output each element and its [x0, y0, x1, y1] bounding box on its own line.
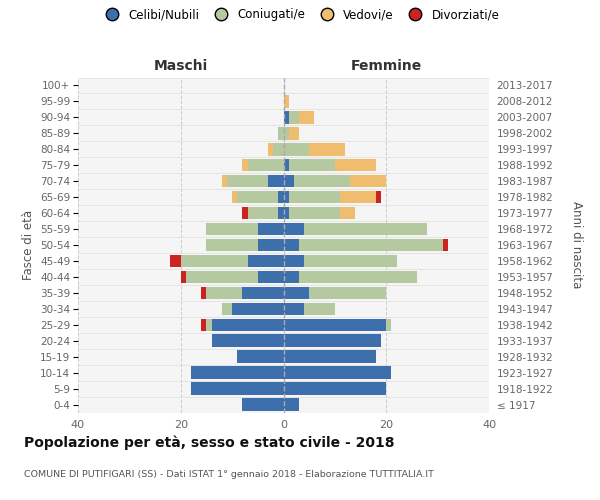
Bar: [191, 366, 284, 379]
Bar: [304, 223, 427, 235]
Bar: [237, 191, 278, 203]
Bar: [248, 207, 278, 220]
Bar: [284, 318, 386, 331]
Bar: [335, 159, 376, 172]
Bar: [284, 334, 381, 347]
Bar: [340, 207, 355, 220]
Bar: [248, 254, 284, 267]
Bar: [258, 239, 284, 251]
Bar: [294, 175, 350, 188]
Bar: [258, 270, 284, 283]
Bar: [242, 286, 284, 299]
Bar: [376, 191, 381, 203]
Bar: [181, 270, 186, 283]
Bar: [284, 127, 289, 140]
Bar: [206, 239, 258, 251]
Bar: [289, 127, 299, 140]
Bar: [284, 223, 304, 235]
Bar: [268, 143, 273, 156]
Bar: [304, 254, 397, 267]
Bar: [284, 207, 289, 220]
Bar: [284, 95, 289, 108]
Bar: [289, 207, 340, 220]
Legend: Celibi/Nubili, Coniugati/e, Vedovi/e, Divorziati/e: Celibi/Nubili, Coniugati/e, Vedovi/e, Di…: [96, 4, 504, 26]
Text: Popolazione per età, sesso e stato civile - 2018: Popolazione per età, sesso e stato civil…: [24, 435, 395, 450]
Bar: [278, 191, 284, 203]
Bar: [350, 175, 386, 188]
Bar: [191, 382, 284, 395]
Bar: [284, 302, 304, 315]
Bar: [284, 191, 289, 203]
Bar: [284, 270, 299, 283]
Bar: [248, 159, 284, 172]
Bar: [232, 302, 284, 315]
Bar: [186, 270, 258, 283]
Bar: [278, 127, 284, 140]
Bar: [273, 143, 284, 156]
Bar: [299, 270, 417, 283]
Bar: [304, 302, 335, 315]
Bar: [284, 350, 376, 363]
Bar: [309, 143, 345, 156]
Bar: [284, 111, 289, 124]
Bar: [443, 239, 448, 251]
Y-axis label: Anni di nascita: Anni di nascita: [570, 202, 583, 288]
Bar: [284, 175, 294, 188]
Y-axis label: Fasce di età: Fasce di età: [22, 210, 35, 280]
Bar: [242, 207, 248, 220]
Bar: [206, 318, 212, 331]
Text: COMUNE DI PUTIFIGARI (SS) - Dati ISTAT 1° gennaio 2018 - Elaborazione TUTTITALIA: COMUNE DI PUTIFIGARI (SS) - Dati ISTAT 1…: [24, 470, 434, 479]
Bar: [299, 111, 314, 124]
Bar: [227, 175, 268, 188]
Bar: [284, 366, 391, 379]
Bar: [202, 318, 206, 331]
Bar: [284, 143, 309, 156]
Bar: [222, 175, 227, 188]
Bar: [340, 191, 376, 203]
Bar: [202, 286, 206, 299]
Bar: [242, 398, 284, 410]
Bar: [278, 207, 284, 220]
Text: Maschi: Maschi: [154, 58, 208, 72]
Bar: [181, 254, 248, 267]
Bar: [170, 254, 181, 267]
Bar: [268, 175, 284, 188]
Bar: [206, 223, 258, 235]
Bar: [284, 382, 386, 395]
Bar: [289, 111, 299, 124]
Bar: [299, 239, 443, 251]
Bar: [289, 191, 340, 203]
Bar: [386, 318, 391, 331]
Text: Femmine: Femmine: [350, 58, 422, 72]
Bar: [284, 159, 289, 172]
Bar: [284, 286, 309, 299]
Bar: [222, 302, 232, 315]
Bar: [206, 286, 242, 299]
Bar: [242, 159, 248, 172]
Bar: [309, 286, 386, 299]
Bar: [212, 334, 284, 347]
Bar: [284, 398, 299, 410]
Bar: [212, 318, 284, 331]
Bar: [232, 191, 237, 203]
Bar: [284, 254, 304, 267]
Bar: [284, 239, 299, 251]
Bar: [289, 159, 335, 172]
Bar: [258, 223, 284, 235]
Bar: [237, 350, 284, 363]
